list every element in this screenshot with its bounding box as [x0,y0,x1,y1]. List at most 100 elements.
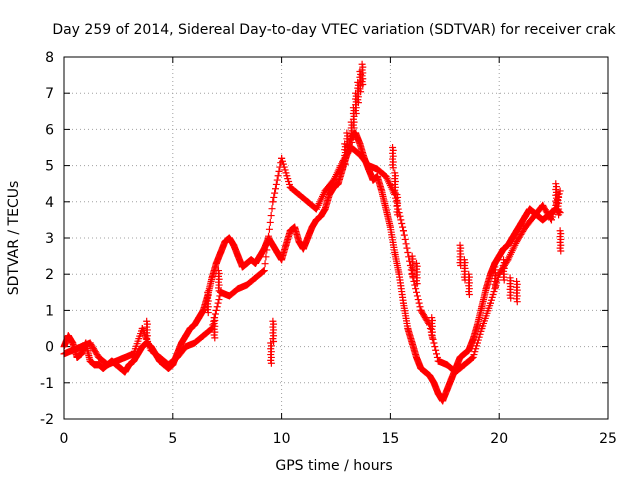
data-point [409,272,417,280]
data-point [557,247,565,255]
data-point [403,244,411,252]
y-tick-label: 6 [45,122,54,138]
data-point [274,172,282,180]
x-axis-label: GPS time / hours [275,458,392,474]
data-point [500,276,508,284]
data-point [399,227,407,235]
y-tick-label: 8 [45,50,54,66]
data-point [399,223,407,231]
data-point [513,298,521,306]
data-point [341,160,349,168]
y-tick-label: -2 [40,412,54,428]
y-tick-label: 1 [45,303,54,319]
data-point [270,338,278,346]
data-point [555,211,563,219]
data-point [264,239,272,247]
data-point [260,267,268,275]
data-point [428,334,436,342]
data-point [143,338,151,346]
data-point [275,167,283,175]
data-point [267,359,275,367]
data-point [391,189,399,197]
data-point [413,280,421,288]
data-point [556,187,564,195]
data-point [431,343,439,351]
data-point [414,296,422,304]
data-point [215,296,223,304]
data-point [397,216,405,224]
y-tick-label: 0 [45,340,54,356]
y-axis-label: SDTVAR / TECUs [6,181,22,296]
data-point [415,299,423,307]
data-point [204,309,212,317]
x-tick-label: 5 [168,431,177,447]
data-point [389,164,397,172]
series-2 [143,60,565,367]
data-point [261,260,269,268]
data-point [416,303,424,311]
data-point [432,346,440,354]
data-point [354,99,362,107]
data-point [270,193,278,201]
data-point [404,248,412,256]
data-point [402,240,410,248]
x-tick-label: 20 [490,431,508,447]
data-point [400,231,408,239]
x-tick-label: 25 [599,431,617,447]
data-point [413,292,421,300]
data-point [269,198,277,206]
y-tick-label: 2 [45,267,54,283]
data-point [213,303,221,311]
data-point [262,253,270,261]
data-point [214,299,222,307]
data-point [265,225,273,233]
x-tick-label: 15 [381,431,399,447]
data-point [433,350,441,358]
data-point [352,109,360,117]
plot-frame [63,56,609,420]
y-tick-label: 3 [45,231,54,247]
data-point [430,339,438,347]
chart-title: Day 259 of 2014, Sidereal Day-to-day VTE… [52,22,616,38]
y-tick-label: 5 [45,159,54,175]
data-point [398,220,406,228]
data-point [211,334,219,342]
data-point [267,212,275,220]
data-point [263,246,271,254]
data-point [259,267,267,275]
data-point [350,124,358,132]
data-point [413,288,421,296]
x-tick-label: 10 [273,431,291,447]
y-tick-label: 7 [45,86,54,102]
grid-lines [64,57,608,419]
data-point [266,218,274,226]
data-point [394,211,402,219]
data-point [468,354,476,362]
data-point [433,353,441,361]
data-point [272,180,280,188]
data-point [465,290,473,298]
data-point [272,185,280,193]
data-point [405,253,413,261]
data-point [212,306,220,314]
x-tick-label: 0 [60,431,69,447]
data-point [268,205,276,213]
data-point [507,294,515,302]
data-series [60,60,565,405]
data-point [401,235,409,243]
y-tick-label: -1 [40,376,54,392]
data-point [215,287,223,295]
data-point [412,285,420,293]
data-point [357,88,365,96]
data-point [429,335,437,343]
data-point [344,149,352,157]
data-point [359,81,367,89]
data-point [348,138,356,146]
data-point [273,176,281,184]
y-tick-label: 4 [45,195,54,211]
data-point [265,232,273,240]
data-point [492,283,500,291]
data-point [211,310,219,318]
